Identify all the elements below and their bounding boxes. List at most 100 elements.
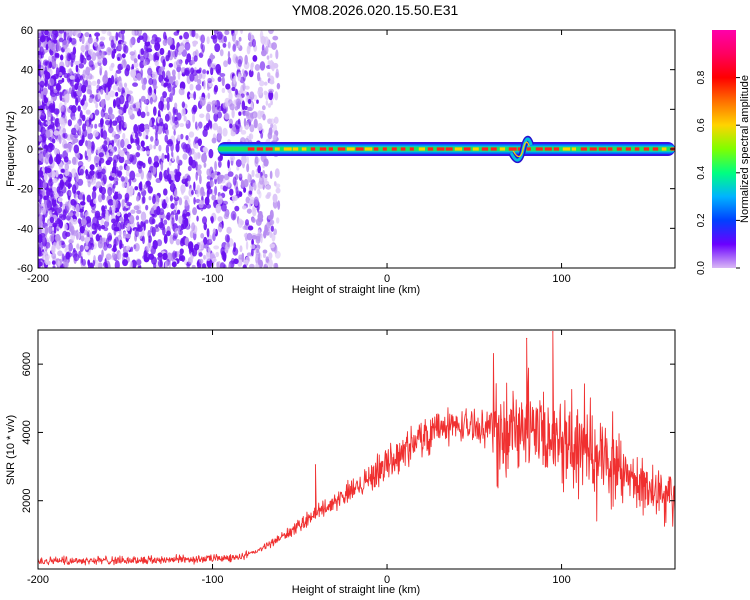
spectrogram-noise-blob (79, 244, 84, 252)
spectrogram-noise-blob (163, 31, 167, 40)
spectrogram-noise-blob (78, 208, 84, 213)
spectrogram-noise-blob (243, 179, 249, 188)
spectrogram-noise-blob (126, 222, 131, 232)
spectrogram-noise-blob (206, 36, 210, 45)
spectrogram-noise-blob (217, 105, 223, 112)
spectrogram-noise-blob (78, 63, 85, 69)
spectrogram-noise-blob (102, 130, 108, 140)
spectrogram-noise-blob (76, 242, 80, 251)
spectrogram-noise-blob (230, 210, 237, 221)
spectrogram-ylabel: Frequency (Hz) (5, 111, 17, 187)
spectrogram-noise-blob (226, 226, 232, 234)
spectrogram-noise-blob (250, 62, 254, 72)
spectrogram-noise-blob (52, 265, 56, 268)
spectrogram-noise-blob (166, 230, 171, 237)
spectrogram-noise-blob (152, 124, 156, 130)
spectrogram-noise-blob (274, 91, 279, 101)
spectrogram-noise-blob (157, 252, 163, 258)
spectrogram-noise-blob (49, 188, 53, 193)
spectrogram-noise-blob (179, 35, 183, 40)
spectrogram-noise-blob (129, 51, 136, 56)
spectrogram-noise-blob (148, 144, 153, 150)
signal-core-segment (472, 147, 479, 151)
spectrogram-noise-blob (243, 187, 247, 193)
spectrogram-noise-blob (57, 197, 63, 202)
spectrogram-noise-blob (155, 37, 162, 43)
spectrogram-noise-blob (69, 37, 73, 43)
spectrogram-noise-blob (202, 128, 208, 138)
spectrogram-noise-blob (266, 193, 270, 199)
spectrogram-noise-blob (86, 194, 92, 203)
spectrogram-noise-blob (237, 257, 243, 267)
spectrogram-noise-blob (228, 263, 231, 268)
spectrogram-noise-blob (207, 92, 211, 100)
spectrogram-noise-blob (77, 178, 84, 186)
spectrogram-noise-blob (210, 215, 214, 224)
spectrogram-noise-blob (143, 49, 149, 60)
spectrogram-noise-blob (219, 49, 224, 57)
colorbar: 0.0 0.2 0.4 0.6 0.8 Normalized spectral ampl… (696, 30, 750, 275)
spectrogram-noise-blob (84, 245, 89, 250)
spectrogram-noise-blob (199, 113, 205, 119)
spectrogram-noise-blob (104, 112, 109, 120)
spectrogram-noise-blob (74, 78, 81, 83)
spectrogram-noise-blob (241, 154, 247, 165)
signal-core-segment (337, 147, 346, 151)
spectrogram-noise-blob (90, 145, 95, 154)
spectrogram-xtick-label: 100 (552, 273, 570, 285)
colorbar-ticks: 0.0 0.2 0.4 0.6 0.8 (696, 70, 740, 275)
spectrogram-noise-blob (198, 73, 203, 80)
spectrogram-noise-blob (262, 249, 268, 254)
spectrogram-ytick-label: 40 (21, 65, 33, 77)
signal-core-segment (436, 147, 445, 151)
signal-core-segment (445, 147, 453, 151)
spectrogram-noise-blob (269, 79, 275, 85)
spectrogram-noise-blob (143, 124, 150, 130)
spectrogram-noise-blob (252, 205, 256, 212)
spectrogram-noise-blob (65, 231, 71, 237)
spectrogram-noise-blob (118, 155, 125, 164)
spectrogram-noise-blob (186, 119, 189, 125)
spectrogram-noise-blob (55, 169, 59, 178)
spectrogram-noise-blob (257, 256, 261, 266)
spectrogram-noise-blob (203, 222, 208, 231)
spectrogram-noise-blob (124, 192, 130, 201)
spectrogram-noise-blob (94, 109, 100, 116)
spectrogram-noise-blob (247, 31, 253, 41)
spectrogram-noise-blob (115, 69, 122, 74)
spectrogram-noise-blob (38, 75, 41, 83)
chart-title: YM08.2026.020.15.50.E31 (291, 2, 459, 18)
spectrogram-noise-blob (274, 168, 280, 178)
spectrogram-noise-blob (198, 200, 204, 209)
spectrogram-noise-blob (38, 64, 42, 70)
spectrogram-noise-blob (38, 124, 41, 132)
spectrogram-noise-blob (51, 260, 56, 265)
spectrogram-noise-blob (203, 79, 206, 90)
signal-core-segment (355, 147, 364, 151)
spectrogram-noise-blob (111, 218, 116, 224)
spectrogram-noise-blob (142, 131, 147, 140)
spectrogram-noise-blob (245, 256, 251, 264)
signal-core-segment (481, 147, 489, 151)
spectrogram-noise-blob (273, 262, 278, 268)
spectrogram-noise-blob (209, 179, 214, 188)
spectrogram-noise-blob (167, 167, 170, 175)
spectrogram-noise-blob (272, 193, 278, 203)
spectrogram-noise-blob (245, 196, 251, 204)
spectrogram-noise-blob (182, 153, 188, 160)
spectrogram-noise-blob (136, 226, 143, 232)
spectrogram-noise-blob (149, 96, 153, 105)
spectrogram-noise-blob (61, 242, 66, 249)
spectrogram-noise-blob (209, 54, 216, 60)
spectrogram-noise-blob (171, 217, 175, 227)
spectrogram-noise-blob (140, 211, 147, 222)
spectrogram-noise-blob (181, 107, 186, 117)
spectrogram-noise-blob (67, 176, 72, 183)
spectrogram-noise-blob (68, 191, 71, 196)
snr-axes: -200 -100 0 100 2000 4000 6000 (21, 330, 675, 586)
spectrogram-noise-blob (111, 204, 116, 214)
spectrogram-noise-blob (238, 111, 242, 116)
snr-ytick-label: 4000 (21, 420, 33, 444)
spectrogram-noise-blob (195, 171, 198, 181)
spectrogram-noise-blob (116, 211, 121, 217)
